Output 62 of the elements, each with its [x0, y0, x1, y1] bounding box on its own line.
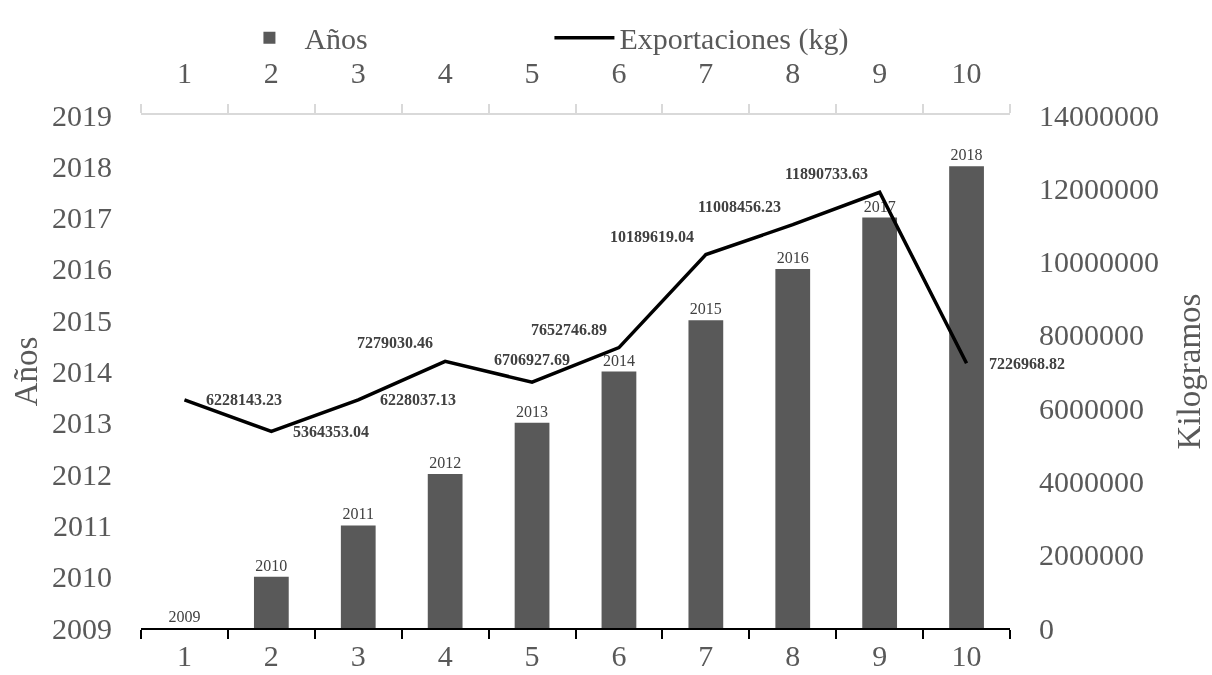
y2-tick-label: 12000000 — [1039, 171, 1159, 205]
y2-tick-label: 0 — [1039, 611, 1054, 645]
x-tick-label: 3 — [350, 639, 366, 672]
y-tick-label: 2010 — [52, 560, 112, 594]
x2-tick-label: 2 — [263, 56, 279, 89]
y-tick-label: 2016 — [52, 252, 112, 286]
x2-tick-label: 8 — [785, 56, 801, 89]
data-label: 2012 — [429, 454, 462, 472]
y2-tick-label: 14000000 — [1039, 98, 1159, 132]
y-tick-label: 2011 — [53, 508, 112, 542]
legend-label: Años — [304, 22, 368, 56]
x2-tick-label: 10 — [951, 56, 982, 89]
data-label: 10189619.04 — [610, 228, 694, 245]
data-label: 5364353.04 — [293, 423, 369, 440]
y2-tick-label: 8000000 — [1039, 318, 1144, 352]
y-tick-label: 2013 — [52, 406, 112, 440]
data-label: 7226968.82 — [989, 355, 1065, 372]
x2-tick-label: 3 — [350, 56, 366, 89]
x2-tick-label: 1 — [176, 56, 192, 89]
x2-tick-label: 6 — [611, 56, 627, 89]
x-tick-label: 6 — [611, 639, 627, 672]
data-label: 2010 — [255, 556, 288, 574]
y-tick-label: 2009 — [52, 611, 112, 645]
x-tick-label: 9 — [872, 639, 888, 672]
y-axis-title: Años — [7, 336, 44, 407]
y-tick-label: 2012 — [52, 457, 112, 491]
data-label: 6228143.23 — [206, 391, 282, 408]
y2-axis-title: Kilogramos — [1170, 293, 1207, 450]
data-label: 2014 — [602, 351, 635, 369]
data-label: 2018 — [950, 146, 983, 164]
data-label: 2011 — [342, 505, 374, 523]
data-label: 2015 — [689, 300, 722, 318]
y-tick-label: 2014 — [52, 355, 112, 388]
data-label: 6706927.69 — [494, 351, 570, 368]
y2-tick-label: 10000000 — [1039, 245, 1159, 279]
x-tick-label: 8 — [785, 639, 801, 672]
y2-tick-label: 2000000 — [1039, 538, 1144, 572]
x2-tick-label: 5 — [524, 56, 540, 89]
data-label: 7279030.46 — [357, 334, 433, 351]
y2-tick-label: 6000000 — [1039, 391, 1144, 425]
data-label: 2013 — [516, 402, 549, 420]
y-tick-label: 2017 — [52, 201, 112, 235]
x-tick-label: 10 — [951, 639, 982, 672]
x-tick-label: 2 — [263, 639, 279, 672]
x2-tick-label: 7 — [698, 56, 714, 89]
x-tick-label: 4 — [437, 639, 453, 672]
data-label: 2009 — [168, 608, 201, 625]
y2-tick-label: 4000000 — [1039, 464, 1144, 498]
legend-label: Exportaciones (kg) — [619, 22, 849, 57]
x-tick-label: 5 — [524, 639, 540, 672]
x2-tick-label: 9 — [872, 56, 888, 89]
data-label: 11890733.63 — [785, 165, 869, 182]
y-tick-label: 2018 — [52, 149, 112, 183]
data-label: 2016 — [776, 248, 809, 266]
data-label: 6228037.13 — [380, 391, 456, 408]
y-tick-label: 2015 — [52, 303, 112, 337]
y-tick-label: 2019 — [52, 98, 112, 132]
data-label: 11008456.23 — [698, 198, 782, 215]
data-label: 7652746.89 — [531, 321, 607, 338]
x2-tick-label: 4 — [437, 56, 453, 89]
x-tick-label: 1 — [176, 639, 192, 672]
x-tick-label: 7 — [698, 639, 714, 672]
